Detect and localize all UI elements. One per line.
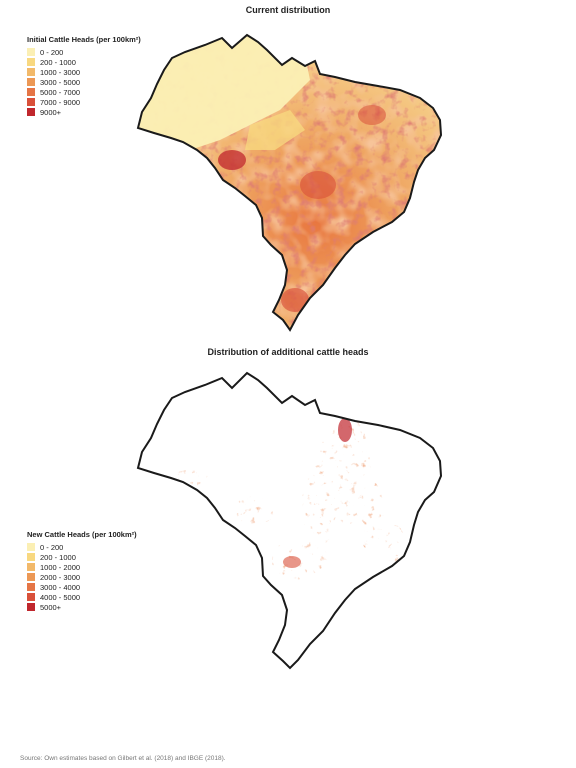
source-note: Source: Own estimates based on Gilbert e… (20, 755, 226, 762)
legend-label: 200 - 1000 (40, 552, 76, 562)
legend-item: 5000 - 7000 (27, 87, 141, 97)
legend-initial-cattle: Initial Cattle Heads (per 100km²) 0 - 20… (27, 35, 141, 117)
legend-swatch (27, 98, 35, 106)
map-title-additional: Distribution of additional cattle heads (207, 347, 369, 357)
legend-swatch (27, 543, 35, 551)
legend-label: 1000 - 2000 (40, 562, 81, 572)
legend-label: 1000 - 3000 (40, 67, 81, 77)
legend-label: 7000 - 9000 (40, 97, 81, 107)
legend-swatch (27, 68, 35, 76)
legend-title: Initial Cattle Heads (per 100km²) (27, 35, 141, 44)
legend-item: 2000 - 3000 (27, 572, 137, 582)
legend-swatch (27, 593, 35, 601)
legend-swatch (27, 58, 35, 66)
legend-swatch (27, 563, 35, 571)
legend-swatch (27, 78, 35, 86)
legend-swatch (27, 583, 35, 591)
map-title-current: Current distribution (245, 5, 331, 15)
legend-swatch (27, 553, 35, 561)
legend-item: 0 - 200 (27, 47, 141, 57)
legend-swatch (27, 88, 35, 96)
legend-item: 1000 - 3000 (27, 67, 141, 77)
legend-label: 9000+ (40, 107, 62, 117)
legend-label: 3000 - 5000 (40, 77, 81, 87)
legend-swatch (27, 108, 35, 116)
legend-label: 0 - 200 (40, 47, 64, 57)
legend-label: 2000 - 3000 (40, 572, 81, 582)
legend-swatch (27, 603, 35, 611)
legend-label: 5000+ (40, 602, 62, 612)
legend-label: 3000 - 4000 (40, 582, 81, 592)
legend-swatch (27, 573, 35, 581)
legend-item: 4000 - 5000 (27, 592, 137, 602)
legend-label: 0 - 200 (40, 542, 64, 552)
legend-title: New Cattle Heads (per 100km²) (27, 530, 137, 539)
legend-item: 200 - 1000 (27, 57, 141, 67)
map-current-distribution (137, 34, 442, 331)
legend-item: 0 - 200 (27, 542, 137, 552)
legend-item: 1000 - 2000 (27, 562, 137, 572)
legend-label: 200 - 1000 (40, 57, 76, 67)
legend-item: 3000 - 4000 (27, 582, 137, 592)
legend-item: 9000+ (27, 107, 141, 117)
legend-new-cattle: New Cattle Heads (per 100km²) 0 - 200 20… (27, 530, 137, 612)
legend-item: 3000 - 5000 (27, 77, 141, 87)
legend-swatch (27, 48, 35, 56)
legend-label: 5000 - 7000 (40, 87, 81, 97)
legend-label: 4000 - 5000 (40, 592, 81, 602)
legend-item: 200 - 1000 (27, 552, 137, 562)
legend-item: 7000 - 9000 (27, 97, 141, 107)
legend-item: 5000+ (27, 602, 137, 612)
